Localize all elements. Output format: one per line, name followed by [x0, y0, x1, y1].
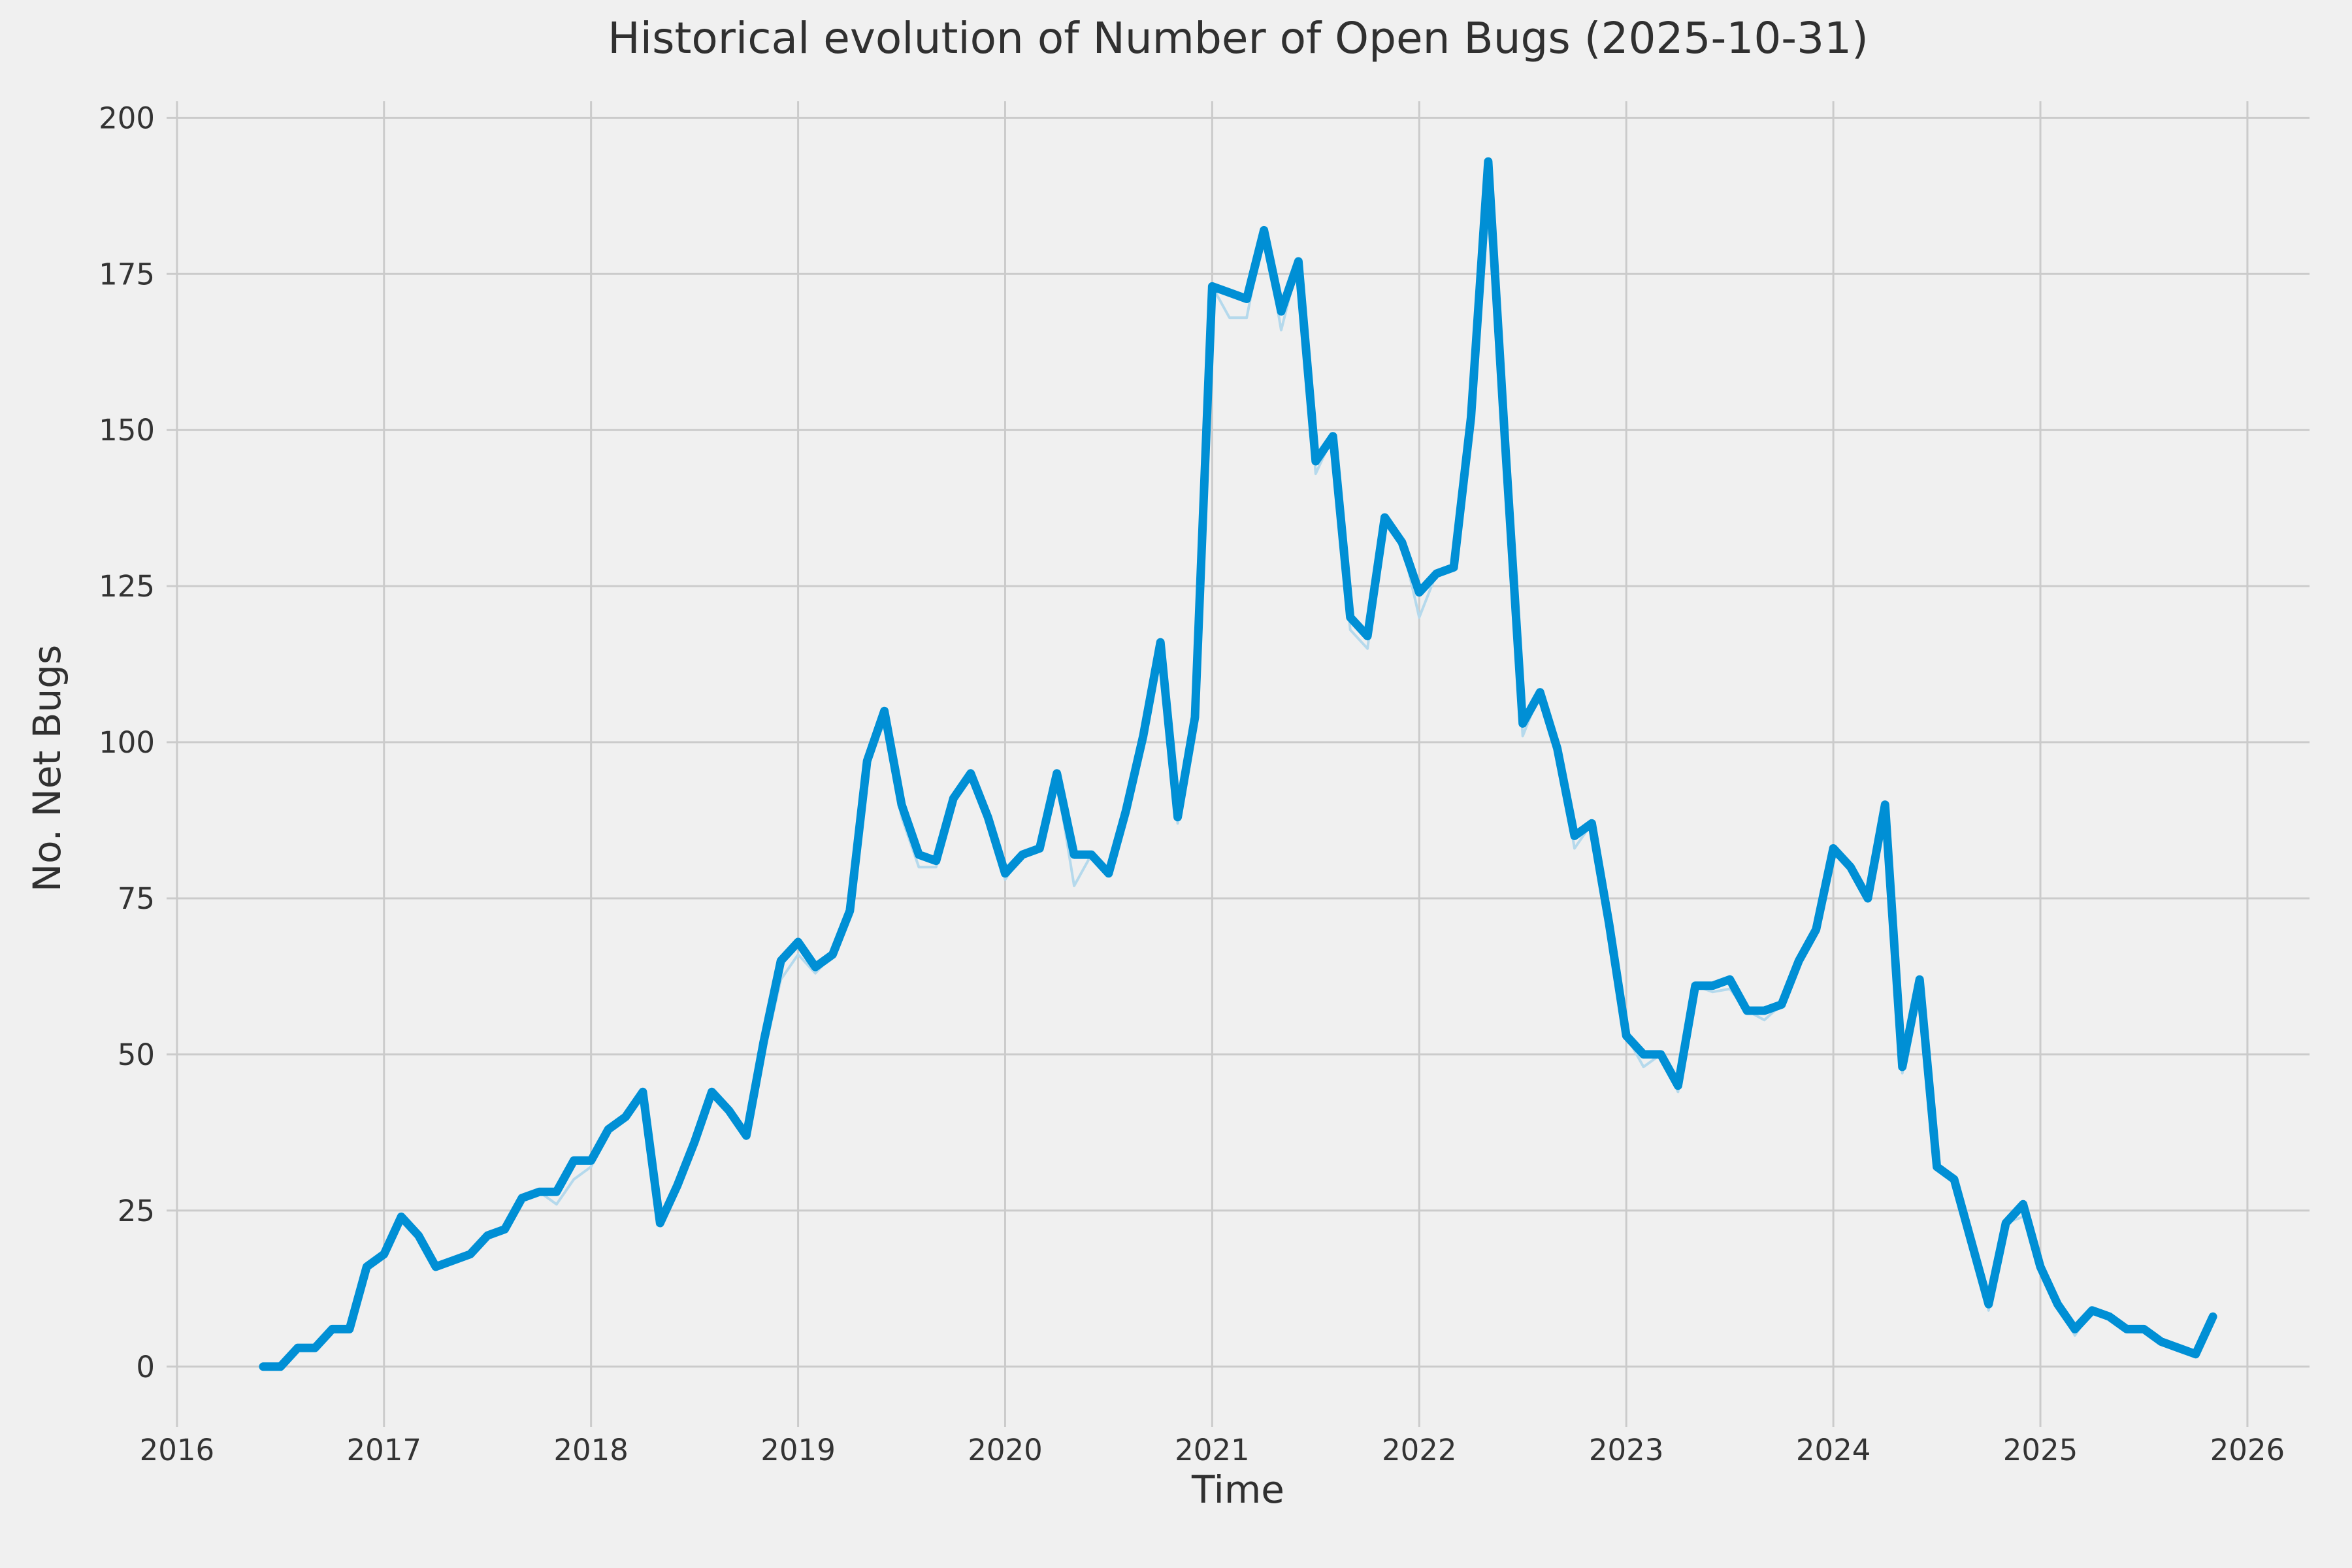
x-tick-label-2017: 2017 [346, 1433, 421, 1467]
x-tick-label-2019: 2019 [760, 1433, 836, 1467]
y-tick-label-75: 75 [118, 881, 155, 916]
y-axis-label: No. Net Bugs [25, 644, 69, 892]
y-tick-label-200: 200 [99, 101, 155, 135]
net-bugs-line [259, 157, 2217, 1371]
y-tick-label-175: 175 [99, 257, 155, 291]
chart-title: Historical evolution of Number of Open B… [608, 13, 1869, 63]
y-tick-label-50: 50 [118, 1037, 155, 1072]
x-tick-label-2023: 2023 [1589, 1433, 1664, 1467]
y-tick-label-25: 25 [118, 1194, 155, 1228]
y-tick-label-150: 150 [99, 413, 155, 448]
y-tick-label-100: 100 [99, 725, 155, 760]
x-axis-label: Time [1192, 1467, 1284, 1512]
x-tick-label-2021: 2021 [1175, 1433, 1250, 1467]
x-tick-label-2020: 2020 [968, 1433, 1043, 1467]
x-tick-label-2026: 2026 [2210, 1433, 2285, 1467]
x-tick-label-2024: 2024 [1796, 1433, 1871, 1467]
y-tick-label-125: 125 [99, 569, 155, 604]
x-tick-label-2016: 2016 [140, 1433, 215, 1467]
x-tick-label-2025: 2025 [2003, 1433, 2078, 1467]
x-tick-label-2022: 2022 [1382, 1433, 1457, 1467]
x-tick-label-2018: 2018 [553, 1433, 629, 1467]
y-tick-label-0: 0 [136, 1350, 155, 1384]
